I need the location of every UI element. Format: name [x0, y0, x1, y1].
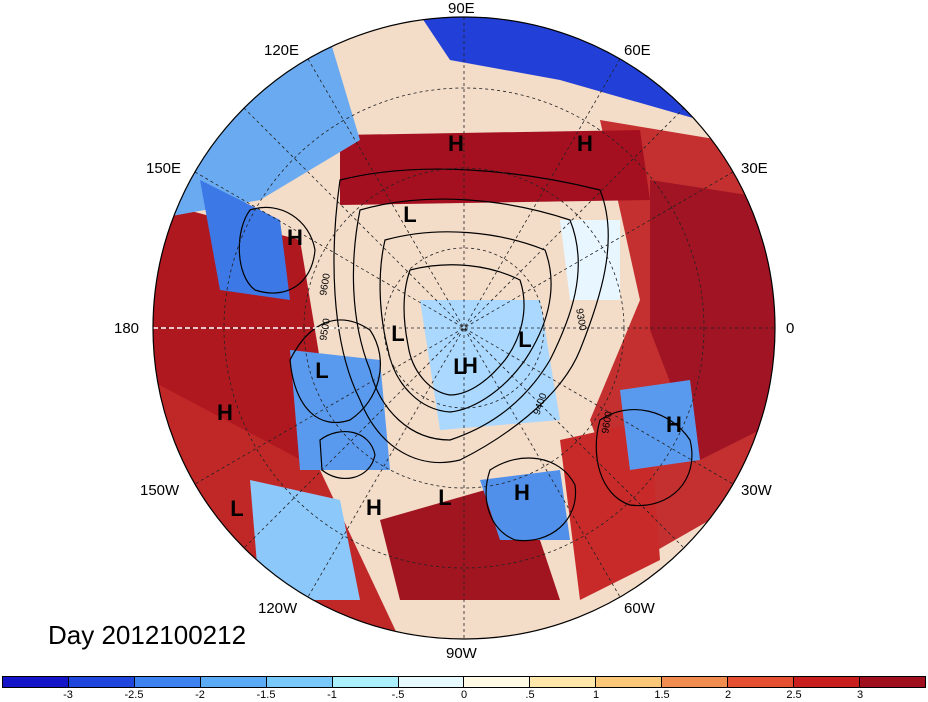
- pressure-center-label: H: [462, 353, 478, 378]
- colorbar-segment: [596, 677, 663, 687]
- colorbar-segment: [464, 677, 531, 687]
- colorbar-segment: [266, 677, 333, 687]
- colorbar-segment: [398, 677, 465, 687]
- lon-label-120e: 120E: [264, 42, 300, 59]
- colorbar-segment: [728, 677, 795, 687]
- pressure-center-label: H: [366, 495, 382, 520]
- colorbar-segment: [662, 677, 729, 687]
- colorbar-tick-label: -3: [63, 689, 73, 701]
- lon-label-30w: 30W: [741, 482, 772, 499]
- contour-label: 9300: [573, 308, 588, 332]
- pressure-center-label: L: [391, 321, 404, 346]
- colorbar-segment: [200, 677, 267, 687]
- pressure-center-label: H: [666, 412, 682, 437]
- lon-label-180: 180: [114, 320, 140, 337]
- colorbar-tick-label: 1.5: [654, 689, 670, 701]
- lon-label-150e: 150E: [146, 160, 182, 177]
- contour-label: 9600: [318, 272, 333, 296]
- pressure-center-label: L: [438, 485, 451, 510]
- pressure-center-label: H: [577, 131, 593, 156]
- colorbar: [2, 676, 926, 688]
- pressure-center-label: L: [403, 202, 416, 227]
- pressure-center-label: H: [514, 480, 530, 505]
- lon-label-30e: 30E: [741, 160, 768, 177]
- colorbar-tick-label: -1: [327, 689, 337, 701]
- contour-label: 9500: [318, 317, 333, 341]
- lon-label-120w: 120W: [258, 600, 298, 617]
- colorbar-tick-label: -1.5: [256, 689, 276, 701]
- colorbar-tick-label: .5: [525, 689, 535, 701]
- pressure-center-label: L: [453, 354, 466, 379]
- colorbar-tick-label: 0: [460, 689, 468, 701]
- colorbar-segment: [332, 677, 399, 687]
- colorbar-segment: [68, 677, 135, 687]
- colorbar-tick-label: 2.5: [786, 689, 802, 701]
- pressure-center-label: H: [217, 400, 233, 425]
- lon-label-60w: 60W: [624, 600, 655, 617]
- pressure-center-label: L: [230, 496, 243, 521]
- lon-label-90w: 90W: [446, 645, 477, 662]
- lon-label-60e: 60E: [624, 42, 651, 59]
- colorbar-segment: [859, 677, 925, 687]
- pressure-center-label: H: [287, 225, 303, 250]
- map-boundary: [152, 16, 776, 640]
- colorbar-segment: [3, 677, 69, 687]
- colorbar-tick-label: 3: [856, 689, 864, 701]
- colorbar-tick-label: -.5: [391, 689, 405, 701]
- pressure-center-label: L: [315, 358, 328, 383]
- colorbar-segment: [794, 677, 860, 687]
- colorbar-segment: [134, 677, 201, 687]
- lon-label-0: 0: [786, 320, 795, 337]
- contour-label: 9600: [600, 410, 615, 434]
- pressure-center-label: L: [518, 327, 531, 352]
- colorbar-tick-label: 2: [724, 689, 732, 701]
- lon-label-150w: 150W: [140, 482, 180, 499]
- lon-label-90e: 90E: [448, 0, 475, 17]
- pressure-center-label: H: [448, 131, 464, 156]
- colorbar-tick-label: -2: [195, 689, 205, 701]
- day-label: Day 2012100212: [48, 620, 247, 650]
- colorbar-tick-label: 1: [592, 689, 600, 701]
- colorbar-tick-label: -2.5: [124, 689, 144, 701]
- colorbar-segment: [530, 677, 597, 687]
